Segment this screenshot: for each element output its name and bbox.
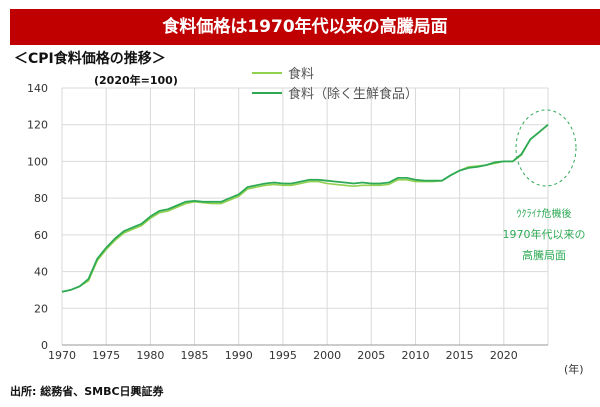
y-tick-label: 80 bbox=[34, 192, 48, 205]
annotation-ellipse bbox=[515, 109, 577, 187]
chart-subtitle: ＜CPI食料価格の推移＞ bbox=[14, 51, 166, 67]
y-tick-label: 40 bbox=[34, 266, 48, 279]
y-tick-label: 0 bbox=[41, 339, 48, 352]
x-tick-label: 2010 bbox=[401, 349, 429, 362]
y-tick-label: 100 bbox=[27, 155, 48, 168]
series-line-food bbox=[61, 124, 549, 293]
annotation-text: 高騰局面 bbox=[522, 248, 566, 262]
y-tick-label: 20 bbox=[34, 302, 48, 315]
x-tick-label: 1975 bbox=[92, 349, 120, 362]
x-tick-label: 1995 bbox=[269, 349, 297, 362]
title-banner: 食料価格は1970年代以来の高騰局面 bbox=[10, 9, 600, 45]
x-tick-label: 1970 bbox=[48, 349, 76, 362]
x-tick-label: 2015 bbox=[446, 349, 474, 362]
y-tick-label: 140 bbox=[27, 82, 48, 95]
legend-label: 食料（除く生鮮食品） bbox=[288, 86, 418, 102]
annotation-text: 1970年代以来の bbox=[503, 227, 586, 241]
annotation-text: ｳｸﾗｲﾅ危機後 bbox=[517, 207, 572, 220]
x-tick-label: 2020 bbox=[490, 349, 518, 362]
x-tick-label: 1980 bbox=[136, 349, 164, 362]
y-tick-label: 120 bbox=[27, 119, 48, 132]
x-axis-label: (年) bbox=[564, 362, 584, 376]
series-line-food-ex-fresh bbox=[61, 124, 549, 293]
x-tick-label: 1985 bbox=[181, 349, 209, 362]
y-tick-label: 60 bbox=[34, 229, 48, 242]
source-note: 出所: 総務省、SMBC日興証券 bbox=[10, 385, 164, 398]
legend-label: 食料 bbox=[288, 66, 314, 82]
unit-note: (2020年=100) bbox=[94, 73, 178, 87]
x-tick-label: 1990 bbox=[225, 349, 253, 362]
x-tick-label: 2000 bbox=[313, 349, 341, 362]
x-tick-label: 2005 bbox=[357, 349, 385, 362]
